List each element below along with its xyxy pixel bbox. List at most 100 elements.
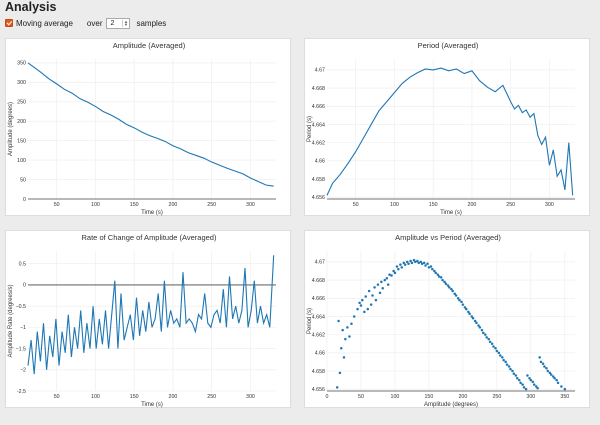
chart4-data-point bbox=[399, 263, 402, 266]
chart4-data-point bbox=[446, 284, 450, 287]
chart2-series-line bbox=[326, 67, 574, 196]
chart4-data-point bbox=[512, 372, 516, 375]
chart4-data-point bbox=[397, 267, 400, 271]
chart1-ytick-label: 200 bbox=[17, 119, 26, 125]
chart1-series-line bbox=[27, 62, 274, 187]
chart4-data-point bbox=[344, 337, 347, 341]
chart4-title: Amplitude vs Period (Averaged) bbox=[395, 233, 501, 242]
chart4-data-point bbox=[400, 266, 403, 269]
chart4-data-point bbox=[416, 259, 419, 263]
spin-arrows-icon[interactable]: ▲ ▼ bbox=[122, 18, 128, 27]
chart4-data-point bbox=[433, 269, 436, 273]
chart4-data-point bbox=[373, 286, 376, 289]
chart4-data-point bbox=[563, 387, 567, 391]
chart3-ytick-label: 0.5 bbox=[19, 262, 26, 268]
chart4-data-point bbox=[412, 258, 416, 262]
moving-average-label[interactable]: Moving average bbox=[16, 18, 73, 28]
chart4-data-point bbox=[364, 295, 367, 298]
chart4-data-point bbox=[548, 371, 552, 375]
chart4-data-point bbox=[502, 358, 505, 362]
samples-value: 2 bbox=[110, 19, 115, 27]
chart4-data-point bbox=[495, 349, 499, 353]
chart4-data-point bbox=[504, 360, 507, 364]
chart1-ytick-label: 300 bbox=[17, 80, 26, 86]
chart4-data-point bbox=[380, 280, 383, 284]
chart4-data-point bbox=[448, 286, 451, 289]
chart4-data-point bbox=[409, 259, 412, 263]
chart1-ylabel: Amplitude (degrees) bbox=[8, 102, 14, 156]
chart4-data-point bbox=[555, 378, 558, 382]
chart4-data-point bbox=[359, 304, 363, 307]
chart4-data-point bbox=[376, 283, 380, 286]
samples-spinbox[interactable]: 2 ▲ ▼ bbox=[106, 17, 131, 29]
chart4-data-point bbox=[390, 274, 393, 277]
chart4-data-point bbox=[473, 319, 477, 323]
chart2-ytick-label: 4.662 bbox=[312, 140, 325, 146]
chart4-data-point bbox=[461, 303, 465, 306]
chart2-xtick-label: 250 bbox=[506, 202, 515, 208]
chart4-ytick-label: 4.658 bbox=[312, 369, 325, 375]
samples-label: samples bbox=[136, 18, 167, 28]
chart4-data-point bbox=[371, 294, 374, 297]
chart4-data-point bbox=[536, 387, 539, 390]
chart2-xtick-label: 150 bbox=[429, 202, 438, 208]
chart4-xtick-label: 0 bbox=[326, 394, 329, 400]
chart3-ytick-label: -2.5 bbox=[17, 389, 26, 395]
chart1-ytick-label: 50 bbox=[20, 177, 26, 183]
chart4-data-point bbox=[350, 322, 353, 325]
chart4-data-point bbox=[340, 347, 343, 350]
chart4-data-point bbox=[395, 265, 399, 268]
chart4-data-point bbox=[463, 306, 467, 309]
period-chart: Period (Averaged) 4.656 4.658 4.66 4.662 4.66… bbox=[307, 41, 575, 216]
chart4-data-point bbox=[427, 266, 431, 269]
amplitude-chart-panel: Amplitude (Averaged) 0 50 100 150 200 250 300 35… bbox=[5, 38, 291, 216]
chart4-ytick-label: 4.662 bbox=[312, 332, 325, 338]
chart2-xlabel: Time (s) bbox=[440, 210, 462, 216]
chart4-data-point bbox=[490, 342, 494, 345]
chart4-data-point bbox=[539, 360, 543, 364]
chart4-xlabel: Amplitude (degrees) bbox=[424, 402, 478, 408]
moving-average-controls: Moving average over 2 ▲ ▼ samples bbox=[5, 16, 166, 30]
chart4-data-point bbox=[475, 321, 478, 325]
chart1-xtick-label: 300 bbox=[246, 202, 255, 208]
chart4-data-point bbox=[402, 261, 406, 265]
rate-chart-panel: Rate of Change of Amplitude (Averaged) -2… bbox=[5, 230, 291, 408]
chart1-title: Amplitude (Averaged) bbox=[113, 41, 186, 50]
chart2-xtick-label: 300 bbox=[545, 202, 554, 208]
chart4-data-point bbox=[552, 375, 555, 378]
chart4-data-point bbox=[470, 315, 473, 318]
chart4-data-point bbox=[522, 386, 526, 389]
chart4-data-point bbox=[494, 347, 497, 350]
chart4-data-point bbox=[436, 273, 439, 276]
chart4-data-point bbox=[482, 331, 485, 335]
chart1-ytick-label: 250 bbox=[17, 100, 26, 106]
chart4-data-point bbox=[381, 287, 384, 290]
chart4-data-point bbox=[419, 260, 423, 264]
chart4-data-point bbox=[521, 383, 524, 386]
chart3-title: Rate of Change of Amplitude (Averaged) bbox=[82, 233, 217, 242]
chart4-data-point bbox=[369, 303, 373, 306]
chart4-data-point bbox=[465, 307, 468, 311]
chart4-data-point bbox=[532, 383, 536, 386]
chart4-ytick-label: 4.666 bbox=[312, 296, 325, 302]
chart3-ytick-label: −1 bbox=[20, 325, 26, 331]
chart4-data-point bbox=[487, 337, 490, 341]
chart3-xtick-label: 200 bbox=[169, 394, 178, 400]
chart4-data-point bbox=[444, 282, 448, 285]
chart4-xtick-label: 250 bbox=[492, 394, 501, 400]
chart4-data-point bbox=[431, 267, 434, 271]
chart4-data-point bbox=[356, 307, 359, 311]
chart4-data-point bbox=[511, 369, 514, 373]
chart4-ytick-label: 4.668 bbox=[312, 278, 325, 284]
chart4-data-point bbox=[543, 365, 546, 368]
moving-average-checkbox[interactable] bbox=[5, 19, 13, 27]
chart4-data-point bbox=[414, 260, 417, 264]
chart4-data-point bbox=[458, 298, 461, 302]
chart4-data-point bbox=[422, 261, 426, 265]
chart3-xtick-label: 300 bbox=[246, 394, 255, 400]
chart4-data-point bbox=[546, 369, 550, 373]
chart4-data-point bbox=[403, 263, 407, 266]
chart4-ytick-label: 4.67 bbox=[315, 260, 325, 266]
chart4-data-point bbox=[553, 377, 556, 380]
chart4-data-point bbox=[507, 365, 511, 368]
